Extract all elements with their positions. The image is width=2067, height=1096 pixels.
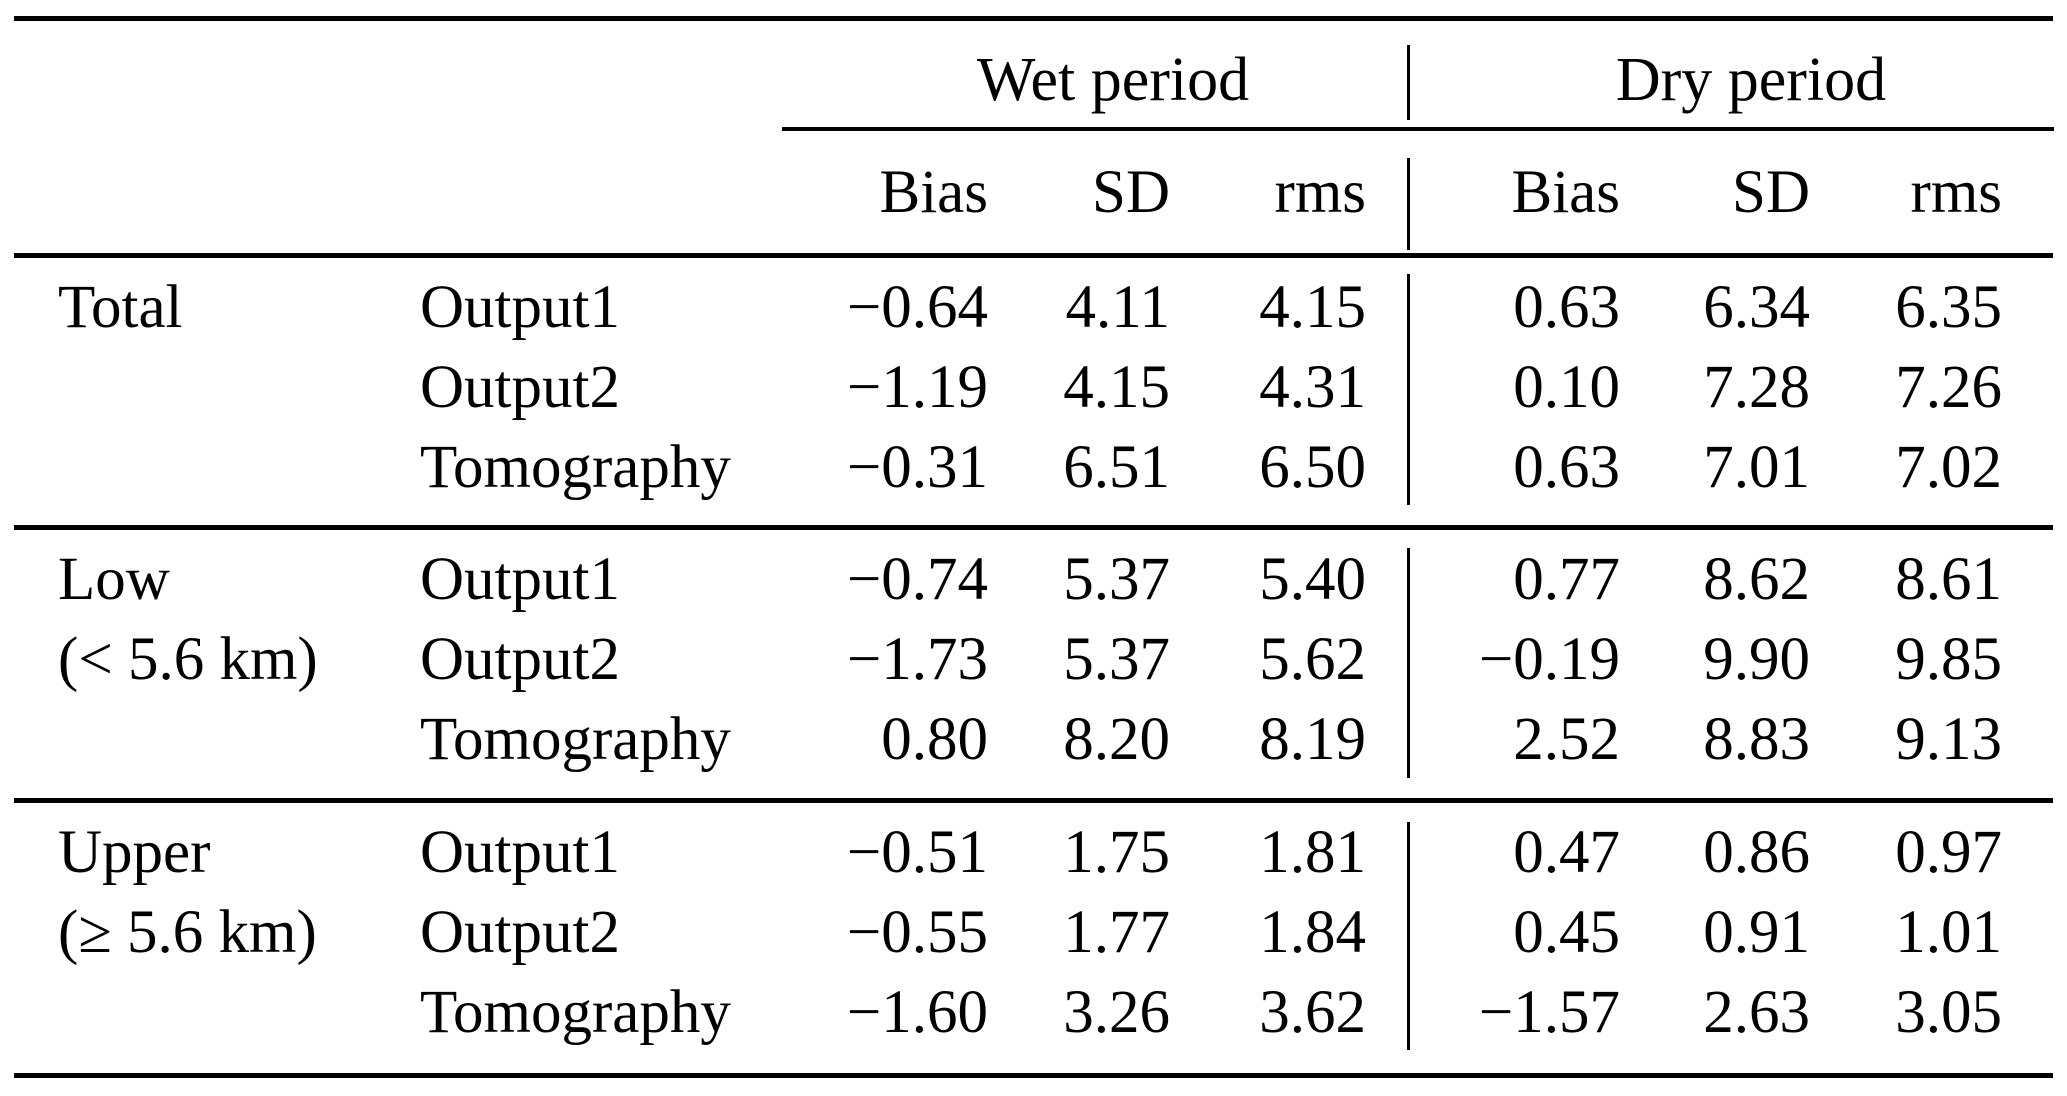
value-cell: 1.84 <box>1259 899 1366 966</box>
value-cell: 2.52 <box>1513 706 1620 773</box>
dry-period-header: Dry period <box>1615 46 1887 114</box>
value-cell: 5.62 <box>1259 626 1366 693</box>
value-cell: −1.19 <box>846 354 988 421</box>
table-row: (< 5.6 km) Output2 −1.73 5.37 5.62 −0.19… <box>0 620 2067 700</box>
value-cell: 6.51 <box>1063 434 1170 501</box>
value-cell: 7.28 <box>1703 354 1810 421</box>
table-bottom-rule <box>14 1073 2053 1078</box>
value-cell: 0.63 <box>1513 274 1620 341</box>
value-cell: −0.31 <box>846 434 988 501</box>
value-cell: 0.10 <box>1513 354 1620 421</box>
value-cell: 3.62 <box>1259 979 1366 1046</box>
column-header-row: Bias SD rms Bias SD rms <box>0 153 2067 233</box>
wet-sd-header: SD <box>1092 159 1170 226</box>
value-cell: 7.02 <box>1895 434 2002 501</box>
value-cell: −1.73 <box>846 626 988 693</box>
method-label: Output2 <box>420 626 620 693</box>
value-cell: −1.57 <box>1478 979 1620 1046</box>
value-cell: 7.26 <box>1895 354 2002 421</box>
value-cell: 4.11 <box>1065 274 1171 341</box>
wet-dry-divider-header-top <box>1407 45 1410 120</box>
total-low-separator-rule <box>14 525 2053 530</box>
value-cell: 6.50 <box>1259 434 1366 501</box>
value-cell: 9.85 <box>1895 626 2002 693</box>
wet-bias-header: Bias <box>879 159 988 226</box>
value-cell: 0.97 <box>1895 819 2002 886</box>
method-label: Tomography <box>420 706 731 773</box>
value-cell: 6.34 <box>1703 274 1810 341</box>
value-cell: 8.62 <box>1703 546 1810 613</box>
row-group-label: Total <box>58 274 183 341</box>
table-row: (≥ 5.6 km) Output2 −0.55 1.77 1.84 0.45 … <box>0 893 2067 973</box>
value-cell: 1.77 <box>1063 899 1170 966</box>
wet-dry-divider-low-block <box>1407 548 1410 778</box>
value-cell: 8.83 <box>1703 706 1810 773</box>
value-cell: 0.47 <box>1513 819 1620 886</box>
table-row: Low Output1 −0.74 5.37 5.40 0.77 8.62 8.… <box>0 540 2067 620</box>
value-cell: 4.15 <box>1063 354 1170 421</box>
wet-dry-divider-header-sub <box>1407 158 1410 250</box>
dry-bias-header: Bias <box>1511 159 1620 226</box>
wet-rms-header: rms <box>1274 159 1367 226</box>
value-cell: −1.60 <box>846 979 988 1046</box>
method-label: Output2 <box>420 899 620 966</box>
value-cell: −0.64 <box>846 274 988 341</box>
row-group-sublabel: (≥ 5.6 km) <box>58 899 317 966</box>
value-cell: −0.19 <box>1478 626 1620 693</box>
value-cell: 5.40 <box>1259 546 1366 613</box>
value-cell: 0.86 <box>1703 819 1810 886</box>
value-cell: 7.01 <box>1703 434 1810 501</box>
table-row: Tomography −1.60 3.26 3.62 −1.57 2.63 3.… <box>0 973 2067 1053</box>
table-row: Upper Output1 −0.51 1.75 1.81 0.47 0.86 … <box>0 813 2067 893</box>
value-cell: 0.80 <box>881 706 988 773</box>
method-label: Tomography <box>420 434 731 501</box>
wet-period-header: Wet period <box>976 46 1250 114</box>
value-cell: −0.51 <box>846 819 988 886</box>
value-cell: 1.81 <box>1259 819 1366 886</box>
table-row: Tomography −0.31 6.51 6.50 0.63 7.01 7.0… <box>0 428 2067 508</box>
wet-dry-divider-total-block <box>1407 274 1410 505</box>
value-cell: 0.45 <box>1513 899 1620 966</box>
dry-rms-header: rms <box>1910 159 2003 226</box>
value-cell: 3.05 <box>1895 979 2002 1046</box>
value-cell: 3.26 <box>1063 979 1170 1046</box>
value-cell: 0.91 <box>1703 899 1810 966</box>
table-row: Total Output1 −0.64 4.11 4.15 0.63 6.34 … <box>0 268 2067 348</box>
method-label: Output1 <box>420 274 620 341</box>
row-group-label: Upper <box>58 819 211 886</box>
value-cell: 5.37 <box>1063 546 1170 613</box>
value-cell: 6.35 <box>1895 274 2002 341</box>
dry-sd-header: SD <box>1732 159 1810 226</box>
value-cell: 2.63 <box>1703 979 1810 1046</box>
table-row: Output2 −1.19 4.15 4.31 0.10 7.28 7.26 <box>0 348 2067 428</box>
wet-dry-divider-upper-block <box>1407 822 1410 1050</box>
value-cell: −0.74 <box>846 546 988 613</box>
value-cell: 0.77 <box>1513 546 1620 613</box>
value-cell: 8.61 <box>1895 546 2002 613</box>
value-cell: −0.55 <box>846 899 988 966</box>
value-cell: 9.13 <box>1895 706 2002 773</box>
method-label: Output2 <box>420 354 620 421</box>
low-upper-separator-rule <box>14 798 2053 803</box>
value-cell: 4.15 <box>1259 274 1366 341</box>
value-cell: 4.31 <box>1259 354 1366 421</box>
method-label: Tomography <box>420 979 731 1046</box>
value-cell: 0.63 <box>1513 434 1620 501</box>
value-cell: 8.20 <box>1063 706 1170 773</box>
table-top-rule <box>14 16 2053 21</box>
value-cell: 1.75 <box>1063 819 1170 886</box>
value-cell: 8.19 <box>1259 706 1366 773</box>
period-groups-underline <box>782 127 2054 131</box>
row-group-sublabel: (< 5.6 km) <box>58 626 318 693</box>
value-cell: 9.90 <box>1703 626 1810 693</box>
header-bottom-rule <box>14 253 2053 258</box>
method-label: Output1 <box>420 819 620 886</box>
value-cell: 1.01 <box>1895 899 2002 966</box>
method-label: Output1 <box>420 546 620 613</box>
table-row: Tomography 0.80 8.20 8.19 2.52 8.83 9.13 <box>0 700 2067 780</box>
value-cell: 5.37 <box>1063 626 1170 693</box>
row-group-label: Low <box>58 546 170 613</box>
